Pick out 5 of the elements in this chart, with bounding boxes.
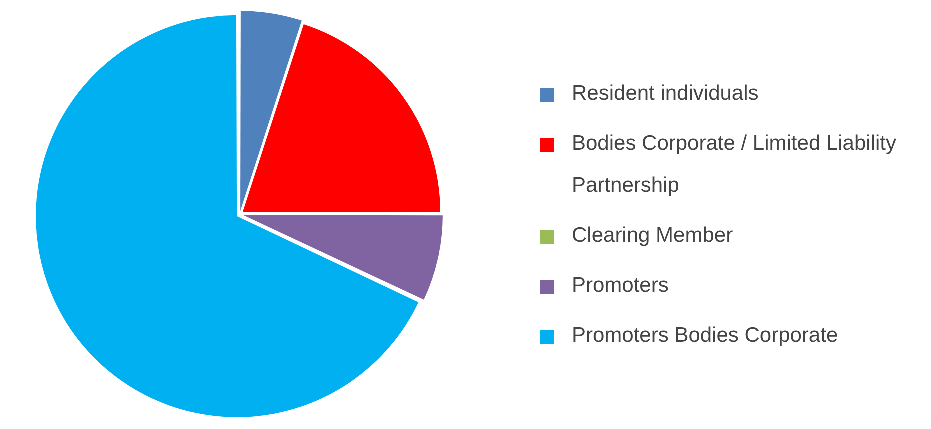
legend-label: Resident individuals [572, 80, 759, 106]
legend-label: Promoters Bodies Corporate [572, 322, 838, 348]
legend-label: Promoters [572, 272, 669, 298]
legend-label: Bodies Corporate / Limited Liability Partnership [572, 130, 898, 198]
legend-label: Clearing Member [572, 222, 734, 248]
